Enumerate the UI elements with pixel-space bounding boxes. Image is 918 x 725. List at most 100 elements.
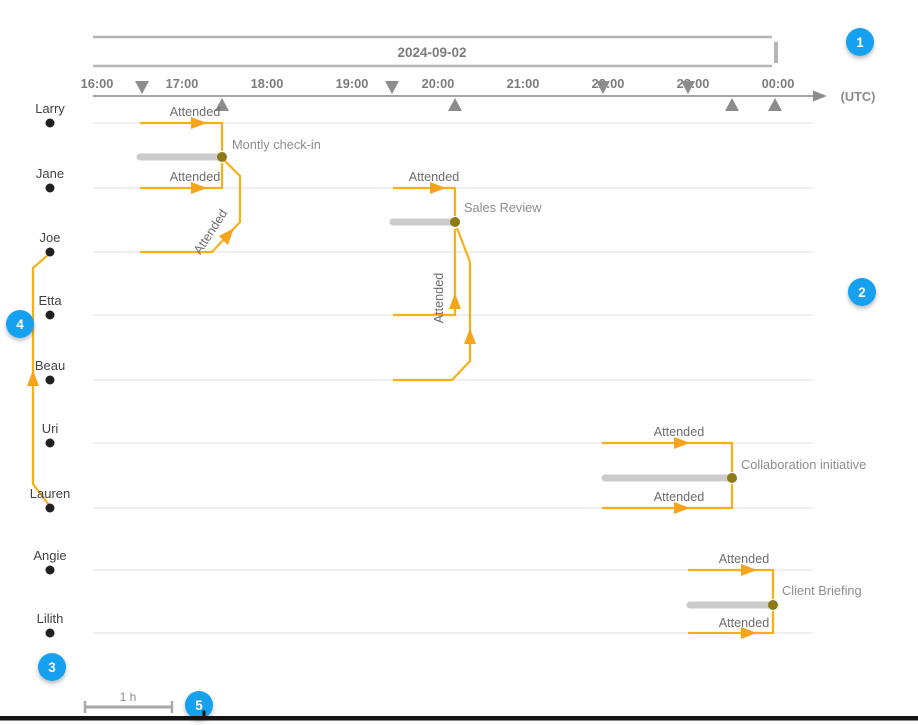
meeting-end-marker-icon <box>448 98 462 111</box>
scale-bar-label: 1 h <box>120 690 137 704</box>
person-name: Angie <box>33 548 66 563</box>
person-name: Lilith <box>37 611 64 626</box>
badge-number: 4 <box>16 317 24 332</box>
date-range-band: 2024-09-02 <box>93 35 778 68</box>
meeting-sales-review: Attended Attended Sales Review <box>389 170 542 382</box>
axis-tick-label: 20:00 <box>422 76 455 91</box>
arrow-right-icon <box>191 182 207 194</box>
callout-badge-4 <box>6 310 34 338</box>
person-edge-lauren-to-joe <box>27 254 50 506</box>
arrow-right-icon <box>674 502 690 514</box>
scale-bar: 1 h <box>83 690 174 713</box>
axis-tick-label: 21:00 <box>507 76 540 91</box>
bottom-divider-bar <box>0 716 918 721</box>
person-node <box>45 503 55 513</box>
meeting-montly-check-in: Attended Attended Attended Montly check-… <box>136 105 321 257</box>
person-node <box>45 247 55 257</box>
arrow-right-icon <box>741 627 757 639</box>
arrow-right-icon <box>674 437 690 449</box>
attended-label: Attended <box>719 552 769 566</box>
person-node <box>45 375 55 385</box>
arrow-right-icon <box>741 564 757 576</box>
meeting-start-marker-icon <box>385 81 399 94</box>
axis-tick-label: 00:00 <box>762 76 795 91</box>
meeting-title: Client Briefing <box>782 583 862 598</box>
person-name: Larry <box>35 101 65 116</box>
callout-badges: 1 2 3 4 5 <box>6 28 876 719</box>
axis-tick-label: 19:00 <box>336 76 369 91</box>
attended-edge <box>602 484 734 510</box>
meeting-start-marker-icon <box>681 81 695 94</box>
meeting-title: Collaboration initiative <box>741 457 866 472</box>
arrow-up-icon <box>449 293 461 309</box>
attended-edge <box>688 568 775 599</box>
badge-number: 3 <box>48 660 56 675</box>
timezone-label: (UTC) <box>841 89 876 104</box>
attended-edge <box>688 611 775 635</box>
meeting-title: Sales Review <box>464 200 542 215</box>
attended-edge <box>393 227 472 382</box>
person-node <box>45 183 55 193</box>
time-axis: (UTC) 16:00 17:00 18:00 19:00 20:00 21:0… <box>81 76 876 111</box>
attended-label: Attended <box>170 105 220 119</box>
person-node <box>45 438 55 448</box>
playhead-marker <box>202 710 206 721</box>
meeting-start-marker-icon <box>135 81 149 94</box>
attended-edge <box>393 229 457 317</box>
person-name: Uri <box>42 421 59 436</box>
person-name: Joe <box>40 230 61 245</box>
meeting-title: Montly check-in <box>232 137 321 152</box>
person-name: Lauren <box>30 486 70 501</box>
attended-label: Attended <box>191 207 230 257</box>
attended-edge <box>140 163 224 190</box>
meeting-end-marker-icon <box>768 98 782 111</box>
meeting-end-marker-icon <box>215 98 229 111</box>
attended-label: Attended <box>654 425 704 439</box>
person-node <box>45 310 55 320</box>
arrow-right-icon <box>191 117 207 129</box>
attended-edge <box>393 186 457 216</box>
callout-badge-1 <box>846 28 874 56</box>
meeting-start-marker-icon <box>596 81 610 94</box>
attended-edge <box>140 121 224 151</box>
arrow-right-icon <box>430 182 446 194</box>
axis-arrow-icon <box>813 90 827 102</box>
person-node <box>45 565 55 575</box>
meeting-collaboration-initiative: Attended Attended Collaboration initiati… <box>601 425 866 514</box>
date-label: 2024-09-02 <box>397 45 466 60</box>
attended-label: Attended <box>409 170 459 184</box>
attended-edge <box>140 159 242 254</box>
callout-badge-5 <box>185 691 213 719</box>
attended-label: Attended <box>432 273 446 323</box>
meeting-end-marker-icon <box>725 98 739 111</box>
arrow-up-icon <box>27 370 39 386</box>
axis-tick-label: 17:00 <box>166 76 199 91</box>
attended-edge <box>602 441 734 472</box>
badge-number: 5 <box>195 698 203 713</box>
attended-label: Attended <box>719 616 769 630</box>
axis-tick-label: 18:00 <box>251 76 284 91</box>
person-list: Larry Jane Joe Etta Beau Uri Lauren Angi… <box>30 101 70 638</box>
attended-label: Attended <box>170 170 220 184</box>
date-band-end-tick <box>774 42 778 63</box>
meeting-node <box>768 600 778 610</box>
meeting-client-briefing: Attended Attended Client Briefing <box>686 552 862 639</box>
badge-number: 1 <box>856 35 864 50</box>
callout-badge-2 <box>848 278 876 306</box>
person-name: Jane <box>36 166 64 181</box>
person-node <box>45 118 55 128</box>
badge-number: 2 <box>858 285 866 300</box>
person-name: Etta <box>38 293 62 308</box>
attended-label: Attended <box>654 490 704 504</box>
meeting-node <box>727 473 737 483</box>
axis-tick-label: 16:00 <box>81 76 114 91</box>
callout-badge-3 <box>38 653 66 681</box>
arrow-diagonal-icon <box>219 228 234 245</box>
person-name: Beau <box>35 358 65 373</box>
meeting-node <box>450 217 460 227</box>
arrow-up-icon <box>464 328 476 344</box>
meeting-node <box>217 152 227 162</box>
bottom-bar <box>0 710 918 721</box>
